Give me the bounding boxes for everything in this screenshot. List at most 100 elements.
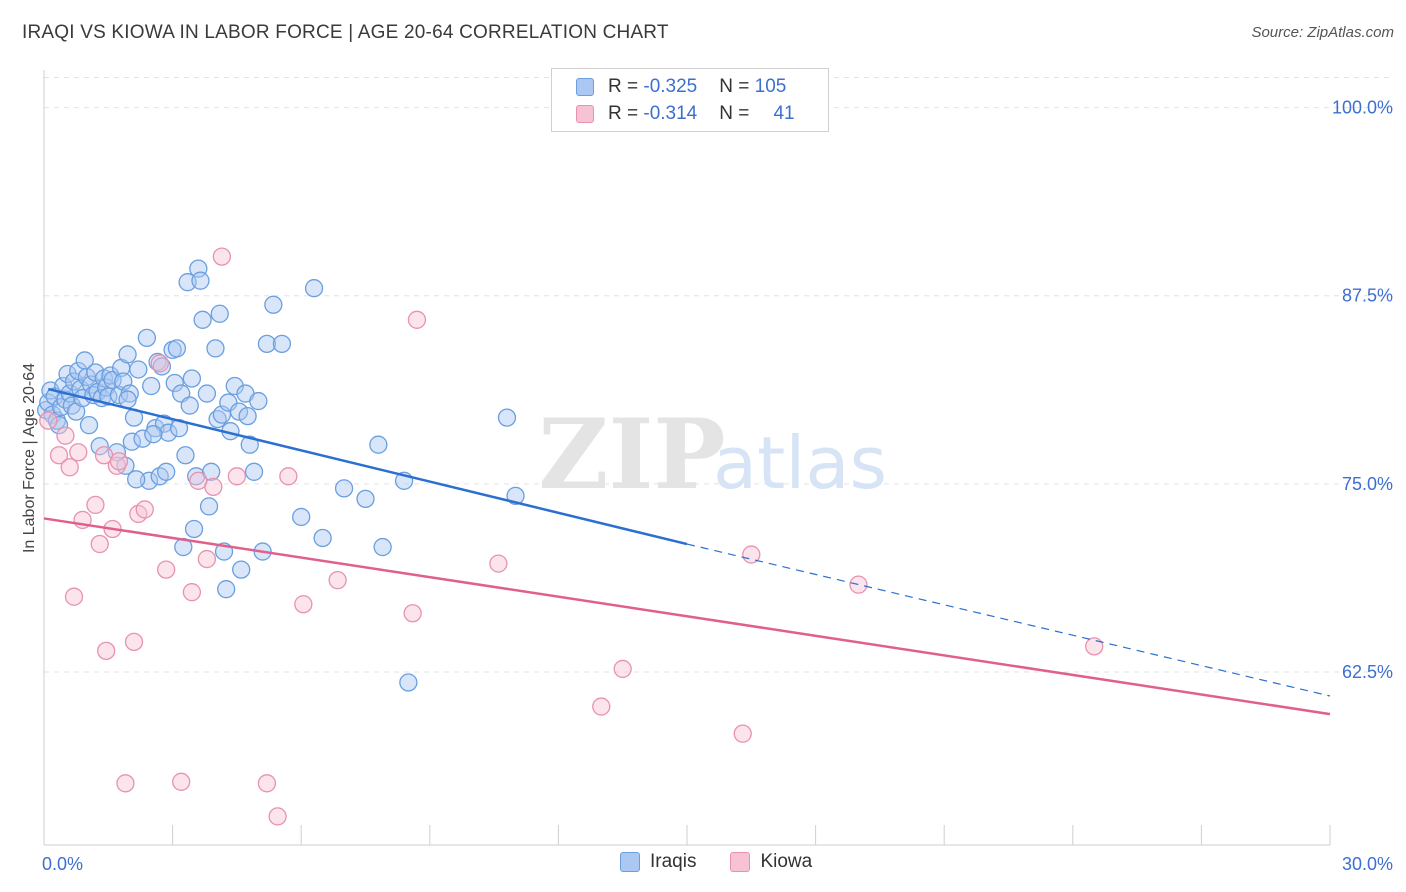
kiowa-point [150,354,169,373]
kiowa-point [204,477,223,496]
iraqi-point [244,462,264,481]
iraqi-point [399,673,418,692]
kiowa-point [124,632,144,651]
iraqi-point [127,470,146,489]
iraqi-trend-line [47,387,688,546]
kiowa-point [39,411,58,430]
iraqi-point [202,462,221,481]
legend-r-value: -0.314 [643,103,698,124]
kiowa-point [135,500,154,519]
iraqi-point [54,376,73,396]
iraqi-point [180,396,199,415]
watermark: ZIP atlas [538,398,887,511]
watermark-zip: ZIP [538,398,725,511]
iraqi-point [197,384,217,403]
iraqi-point [176,446,195,465]
iraqi-point [264,295,283,314]
iraqi-point [133,429,152,448]
iraqi-point [137,328,157,348]
iraqi-point [184,519,204,539]
kiowa-point [733,724,752,743]
iraqi-point [129,360,148,379]
kiowa-point [97,641,116,661]
iraqi-point [167,339,187,358]
iraqi-point [240,435,259,454]
iraqi-point [497,408,517,427]
kiowa-point [86,495,105,515]
iraqi-point [313,528,332,548]
iraqi-point [238,406,257,426]
kiowa-point [489,554,508,573]
iraqi-point [144,425,163,444]
legend-swatch-kiowa [576,105,594,123]
iraqi-trend-extension [686,543,1331,697]
legend-row-kiowa: R = -0.314 N = 41 [576,101,795,127]
iraqi-point [157,462,176,481]
legend-row-iraqis: R = -0.325 N = 105 [576,74,786,100]
y-tick-label: 75.0% [1342,474,1393,494]
kiowa-point [407,310,427,329]
iraqi-point [272,334,292,354]
iraqi-point [356,489,375,509]
iraqi-point [142,376,161,396]
iraqi-point [304,279,324,298]
iraqi-point [373,537,392,557]
y-tick-label: 87.5% [1342,286,1393,306]
iraqi-point [58,364,77,384]
iraqi-point [122,432,142,451]
kiowa-trend-line [43,517,1331,716]
iraqi-point [152,357,172,376]
iraqi-point [191,271,210,290]
kiowa-point [60,458,79,477]
series-swatch-kiowa [730,852,751,872]
iraqi-point [90,437,109,456]
kiowa-point [294,595,313,614]
kiowa-point [328,570,347,590]
grid-layer [44,77,1394,673]
kiowa-point [172,772,191,791]
kiowa-point [613,659,632,679]
kiowa-point [1085,637,1104,656]
kiowa-point [116,774,135,793]
kiowa-point [90,534,109,554]
series-label-iraqis: Iraqis [650,851,697,872]
x-tick-label-min: 0.0% [42,854,83,874]
iraqi-point [217,580,236,599]
kiowa-point [227,467,247,486]
kiowa-point [403,604,422,623]
chart-title: IRAQI VS KIOWA IN LABOR FORCE | AGE 20-6… [22,22,669,43]
legend-swatch-iraqis [576,78,594,96]
series-swatch-iraqis [620,852,640,872]
legend-n-label: N = [719,103,755,124]
series-label-kiowa: Kiowa [760,851,813,872]
kiowa-point [109,452,129,471]
kiowa-point [257,774,277,793]
iraqi-point [159,423,178,442]
kiowa-point [56,426,75,445]
stats-legend: R = -0.325 N = 105 R = -0.314 N = 41 [551,68,829,132]
iraqi-point [292,507,311,527]
iraqi-point [206,339,225,358]
x-tick-label-max: 30.0% [1342,854,1393,874]
kiowa-point [69,443,88,462]
kiowa-point [849,575,868,594]
iraqi-point [49,415,69,435]
iraqi-point [165,373,184,393]
series-legend-iraqis: Iraqis [620,851,696,873]
iraqi-point [79,415,99,435]
iraqi-point [182,369,202,388]
kiowa-point [592,697,611,716]
y-tick-label: 62.5% [1342,662,1393,682]
kiowa-point [197,549,217,569]
source-credit: Source: ZipAtlas.com [1251,24,1394,41]
kiowa-point [64,587,84,606]
iraqi-point [118,390,137,409]
kiowa-point [212,247,232,266]
points-layer [36,247,1104,826]
trend-layer [43,387,1331,716]
y-tick-label: 100.0% [1332,98,1393,118]
iraqi-point [118,345,137,364]
iraqi-point [193,310,212,329]
series-legend: Iraqis Kiowa [620,851,846,873]
kiowa-point [182,583,202,602]
